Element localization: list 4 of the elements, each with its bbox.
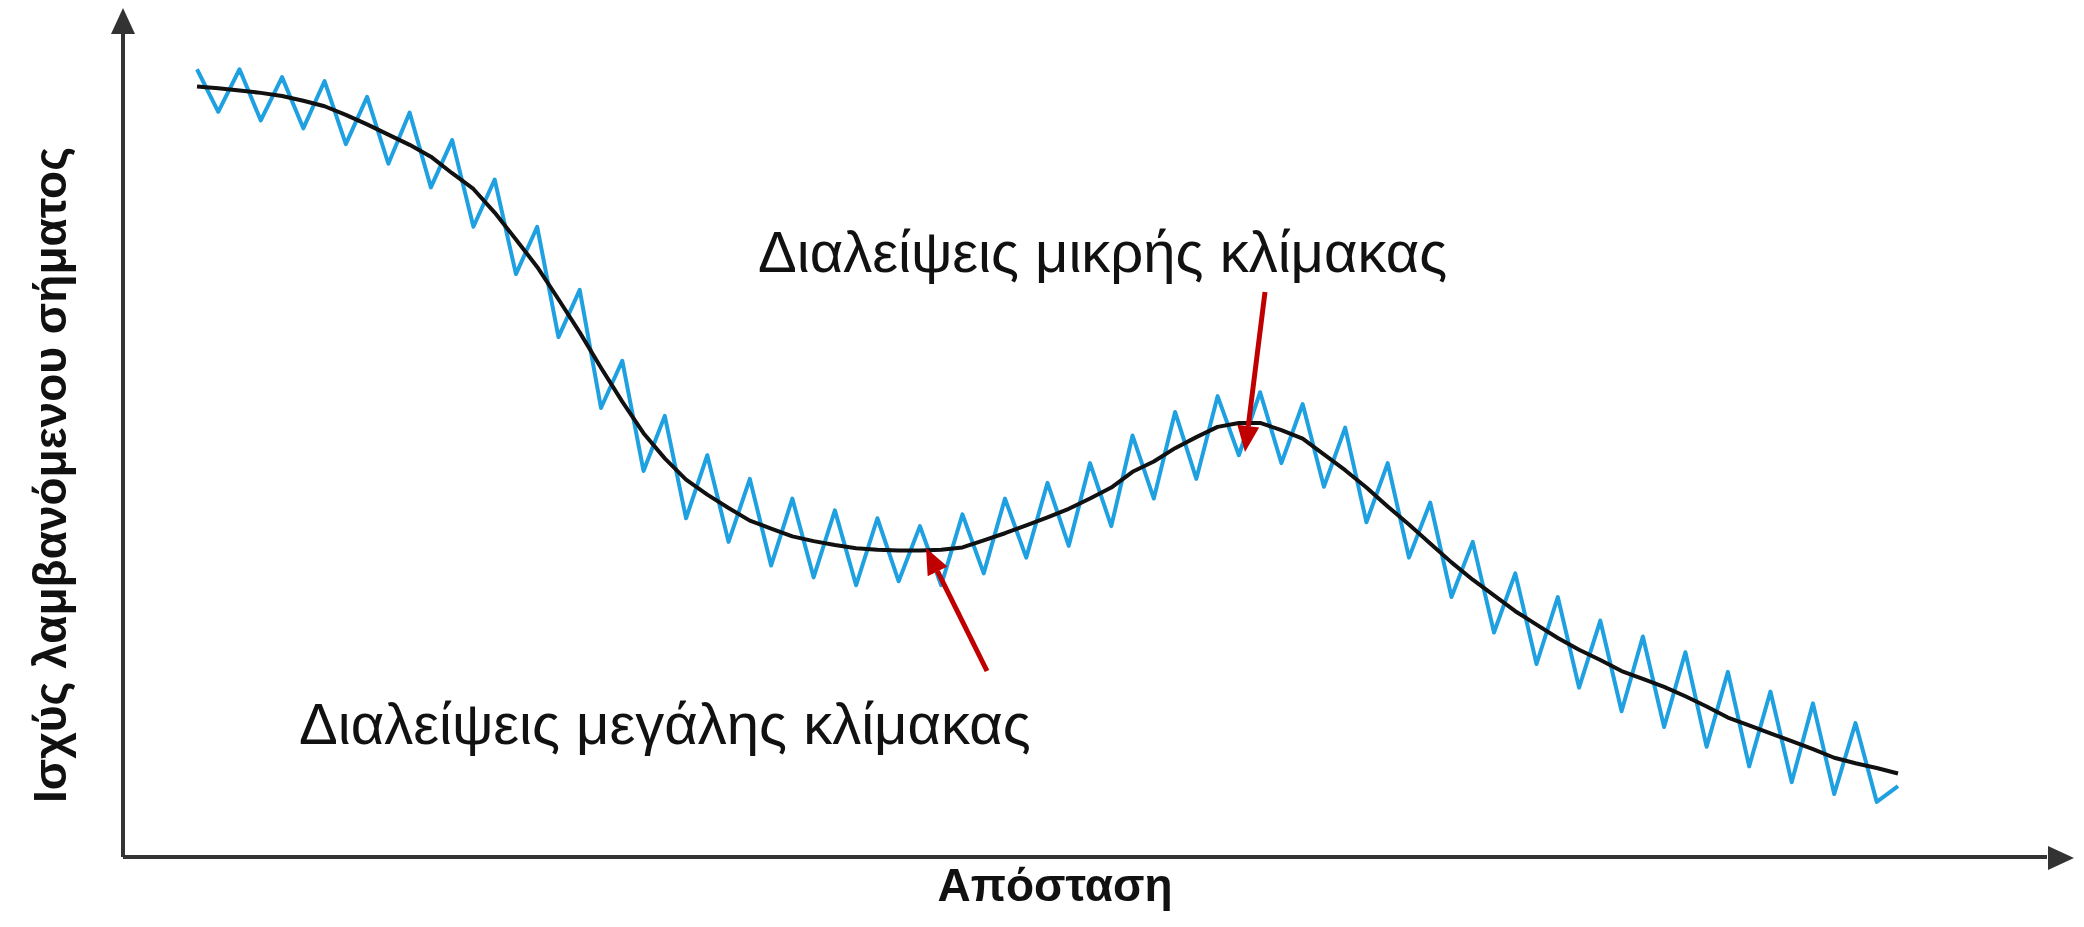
y-axis-title: Ισχύς λαμβανόμενου σήματος: [24, 146, 76, 804]
annotation: Διαλείψεις μεγάλης κλίμακας: [299, 691, 1031, 756]
annotation: Διαλείψεις μικρής κλίμακας: [758, 219, 1448, 284]
x-axis-title: Απόσταση: [937, 859, 1173, 911]
